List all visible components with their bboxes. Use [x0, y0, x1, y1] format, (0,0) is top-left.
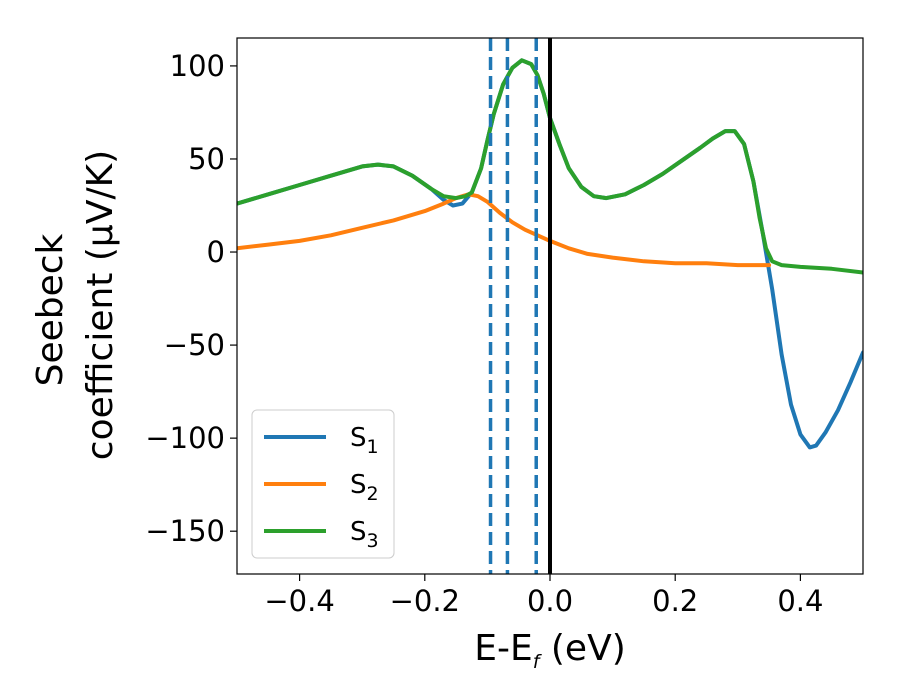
y-ticks: 100 50 0 −50 −100 −150	[145, 49, 237, 548]
vertical-lines	[488, 38, 552, 574]
x-tick-label: 0.2	[652, 584, 698, 618]
x-axis-label: E-Ef (eV)	[474, 628, 626, 673]
y-tick-label: 50	[188, 142, 225, 176]
y-tick-label: 100	[170, 49, 225, 83]
x-tick-label: 0.4	[777, 584, 823, 618]
x-tick-label: 0.0	[527, 584, 573, 618]
series-line-s2	[237, 192, 772, 268]
x-tick-label: −0.2	[390, 584, 460, 618]
x-ticks: −0.4 −0.2 0.0 0.2 0.4	[264, 574, 823, 618]
y-axis-label-line1: Seebeck	[30, 233, 71, 386]
legend-label-s3: S3	[350, 517, 379, 552]
y-tick-label: 0	[207, 235, 225, 269]
y-tick-label: −50	[164, 328, 225, 362]
y-tick-label: −100	[145, 421, 225, 455]
legend: S1 S2 S3	[251, 409, 395, 559]
legend-label-s2: S2	[350, 470, 379, 505]
y-axis-label-line2: coefficient (μV/K)	[80, 150, 121, 460]
y-tick-label: −150	[145, 514, 225, 548]
x-tick-label: −0.4	[264, 584, 334, 618]
legend-label-s1: S1	[350, 423, 379, 458]
